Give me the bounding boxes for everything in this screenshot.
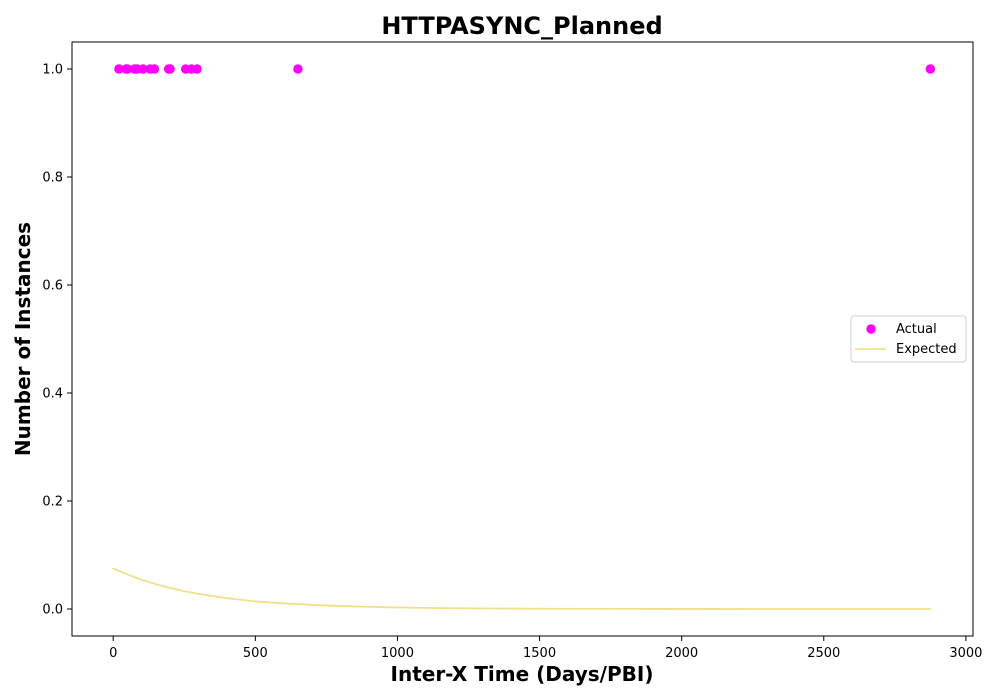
y-tick-label: 0.6 [42, 279, 63, 294]
data-point-actual [149, 64, 160, 74]
legend-actual-marker [866, 324, 876, 334]
plot-area: 0 500 1000 1500 2000 2500 3000 0.0 0.2 0.4 0.6 0.8 1… [42, 41, 982, 661]
x-tick-label: 0 [109, 646, 117, 661]
x-axis-label: Inter-X Time (Days/PBI) [391, 662, 654, 686]
data-point-actual [165, 64, 175, 74]
data-point-actual [114, 64, 124, 74]
data-point-actual [293, 64, 303, 74]
x-tick-label: 2000 [665, 646, 698, 661]
data-point-actual [192, 64, 202, 74]
x-tick-label: 1000 [381, 646, 414, 661]
x-tick-label: 500 [243, 646, 268, 661]
legend-expected-label: Expected [896, 342, 957, 357]
series-expected-line [112, 567, 932, 610]
y-axis-label: Number of Instances [11, 222, 35, 456]
data-point-actual [122, 64, 133, 74]
legend: Actual Expected [850, 315, 967, 363]
data-point-actual [925, 64, 936, 74]
legend-box [850, 315, 967, 363]
x-tick-label: 2500 [807, 646, 840, 661]
y-tick-label: 1.0 [42, 63, 63, 78]
y-tick-label: 0.4 [42, 387, 63, 402]
data-point-actual [138, 64, 148, 74]
x-tick-label: 3000 [949, 646, 982, 661]
plot-frame [71, 41, 974, 637]
y-tick-label: 0.2 [42, 495, 63, 510]
y-tick-label: 0.8 [42, 171, 63, 186]
x-tick-label: 1500 [523, 646, 556, 661]
y-tick-label: 0.0 [42, 603, 63, 618]
chart-title: HTTPASYNC_Planned [381, 12, 662, 40]
legend-actual-label: Actual [896, 322, 937, 337]
